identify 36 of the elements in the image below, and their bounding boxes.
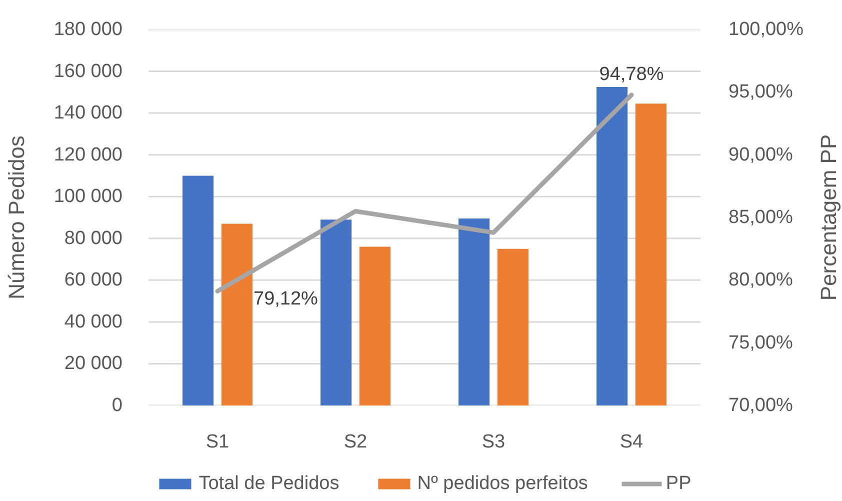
y-tick-label: 20 000: [64, 353, 123, 374]
legend-label: PP: [666, 472, 692, 494]
y-tick-label: 0: [112, 395, 123, 416]
data-label: 94,78%: [599, 64, 664, 85]
y-tick-label: 160 000: [54, 60, 123, 82]
y-tick-label: 100 000: [54, 186, 123, 208]
bar: [596, 86, 628, 406]
bar: [359, 246, 390, 406]
bar: [458, 218, 490, 406]
y2-tick-label: 100,00%: [728, 19, 804, 40]
y2-tick-label: 70,00%: [728, 395, 794, 416]
bar: [221, 224, 252, 406]
y-axis-title: Número Pedidos: [4, 136, 29, 300]
bar: [320, 220, 352, 406]
x-tick-label: S2: [344, 432, 368, 452]
x-tick-label: S4: [620, 432, 644, 452]
legend-label: Total de Pedidos: [198, 472, 340, 494]
y2-tick-label: 75,00%: [728, 332, 794, 354]
y-tick-label: 60 000: [64, 270, 123, 291]
data-label: 79,12%: [254, 288, 318, 310]
y-tick-label: 140 000: [54, 102, 123, 124]
bar: [497, 248, 528, 406]
legend-label: Nº pedidos perfeitos: [417, 472, 588, 494]
y2-tick-label: 80,00%: [728, 270, 794, 291]
x-tick-label: S1: [206, 432, 230, 452]
y2-axis-title: Percentagem PP: [816, 134, 841, 301]
y2-tick-label: 85,00%: [728, 207, 794, 228]
y2-tick-label: 90,00%: [728, 144, 794, 166]
y2-tick-label: 95,00%: [728, 82, 794, 103]
y-tick-label: 180 000: [54, 19, 123, 40]
y-tick-label: 80 000: [64, 228, 123, 249]
y-tick-label: 120 000: [54, 144, 123, 166]
bar: [635, 104, 666, 406]
y-tick-label: 40 000: [64, 311, 123, 332]
x-tick-label: S3: [482, 432, 506, 452]
bar: [182, 176, 214, 406]
